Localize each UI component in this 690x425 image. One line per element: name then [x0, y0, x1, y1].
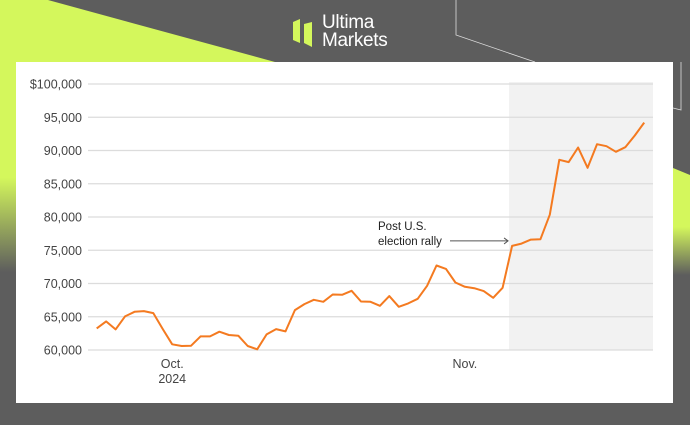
arrow-head-icon: [503, 237, 509, 245]
logo-mark-icon: [293, 19, 312, 47]
chart-card: $100,000 95,000 90,000 85,000 80,000 75,000 70…: [16, 62, 673, 403]
decor-line: [672, 62, 682, 111]
x-tick-label: Oct.: [161, 357, 184, 371]
lime-strip-right: [673, 168, 690, 275]
lime-strip-left: [0, 62, 16, 272]
x-tick-sublabel: 2024: [158, 372, 186, 386]
y-tick-label: $100,000: [30, 78, 82, 92]
line-chart: $100,000 95,000 90,000 85,000 80,000 75,000 70…: [30, 78, 653, 386]
annotation-line2: election rally: [378, 236, 442, 248]
y-tick-label: 60,000: [44, 344, 82, 358]
brand-name-line1: Ultima: [322, 12, 375, 33]
decor-line: [455, 0, 536, 63]
brand-name-line2: Markets: [322, 30, 388, 51]
y-tick-label: 75,000: [44, 244, 82, 258]
lime-triangle-top-left: [0, 0, 275, 62]
x-tick-label: Nov.: [452, 357, 477, 371]
y-tick-label: 85,000: [44, 177, 82, 191]
shaded-region: [509, 82, 653, 350]
annotation-line1: Post U.S.: [378, 221, 427, 233]
y-tick-label: 80,000: [44, 211, 82, 225]
y-tick-label: 70,000: [44, 277, 82, 291]
series-line: [96, 122, 646, 351]
y-tick-label: 65,000: [44, 310, 82, 324]
y-tick-label: 90,000: [44, 144, 82, 158]
y-tick-label: 95,000: [44, 111, 82, 125]
brand-logo: Ultima Markets: [292, 12, 388, 51]
